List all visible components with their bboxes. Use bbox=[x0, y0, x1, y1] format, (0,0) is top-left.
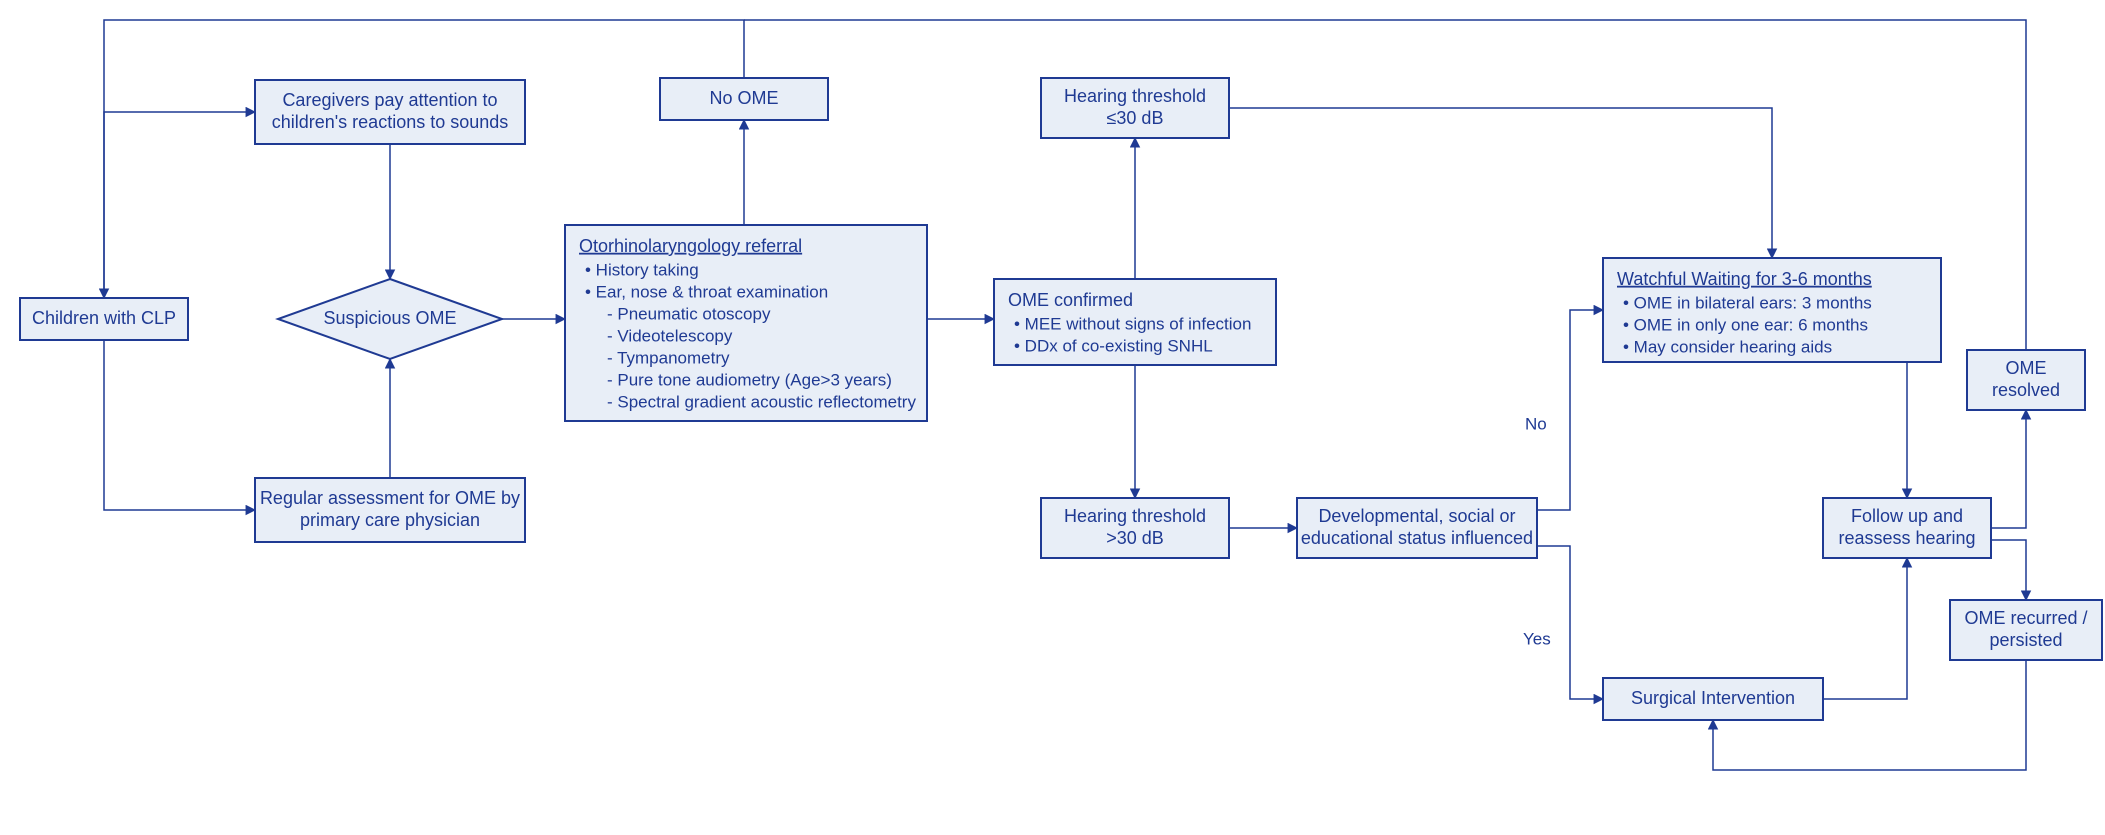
node-regular-line-0: Regular assessment for OME by bbox=[260, 488, 520, 508]
node-confirmed-bullet-0: • MEE without signs of infection bbox=[1014, 314, 1251, 333]
node-ht30low: Hearing threshold≤30 dB bbox=[1041, 78, 1229, 138]
node-ht30high: Hearing threshold>30 dB bbox=[1041, 498, 1229, 558]
node-ht30low-line-1: ≤30 dB bbox=[1107, 108, 1164, 128]
node-recurred-line-1: persisted bbox=[1989, 630, 2062, 650]
node-followup-line-0: Follow up and bbox=[1851, 506, 1963, 526]
node-followup-line-1: reassess hearing bbox=[1838, 528, 1975, 548]
node-confirmed-bullet-1: • DDx of co-existing SNHL bbox=[1014, 336, 1213, 355]
node-watchful-bullet-1: • OME in only one ear: 6 months bbox=[1623, 315, 1868, 334]
node-devstatus-line-1: educational status influenced bbox=[1301, 528, 1533, 548]
node-referral-subbullet-4: - Spectral gradient acoustic reflectomet… bbox=[607, 392, 916, 411]
node-referral-title: Otorhinolaryngology referral bbox=[579, 236, 802, 256]
nodes: Children with CLP Caregivers pay attentio… bbox=[20, 78, 2102, 720]
node-resolved-line-1: resolved bbox=[1992, 380, 2060, 400]
edge-dev-yes bbox=[1537, 546, 1603, 699]
node-regular: Regular assessment for OME byprimary car… bbox=[255, 478, 525, 542]
node-devstatus: Developmental, social oreducational stat… bbox=[1297, 498, 1537, 558]
edge-clp-bot bbox=[104, 340, 255, 510]
node-ht30high-line-1: >30 dB bbox=[1106, 528, 1164, 548]
node-clp: Children with CLP bbox=[20, 298, 188, 340]
node-surgical: Surgical Intervention bbox=[1603, 678, 1823, 720]
node-caregivers: Caregivers pay attention tochildren's re… bbox=[255, 80, 525, 144]
node-watchful-bullet-2: • May consider hearing aids bbox=[1623, 337, 1832, 356]
node-caregivers-line-0: Caregivers pay attention to bbox=[282, 90, 497, 110]
node-confirmed: OME confirmed • MEE without signs of infe… bbox=[994, 279, 1276, 365]
node-suspicious-label: Suspicious OME bbox=[323, 308, 456, 328]
node-referral-bullet-0: • History taking bbox=[585, 260, 699, 279]
node-recurred: OME recurred /persisted bbox=[1950, 600, 2102, 660]
node-regular-line-1: primary care physician bbox=[300, 510, 480, 530]
edge-clp-top bbox=[104, 112, 255, 298]
node-watchful-bullet-0: • OME in bilateral ears: 3 months bbox=[1623, 293, 1872, 312]
node-referral: Otorhinolaryngology referral • History ta… bbox=[565, 225, 927, 421]
edge-follow-resolved bbox=[1991, 410, 2026, 528]
node-caregivers-line-1: children's reactions to sounds bbox=[272, 112, 509, 132]
node-resolved-line-0: OME bbox=[2005, 358, 2046, 378]
node-referral-bullet-1: • Ear, nose & throat examination bbox=[585, 282, 828, 301]
edge-label-dev-no: No bbox=[1525, 414, 1547, 433]
node-suspicious: Suspicious OME bbox=[278, 279, 502, 359]
edge-surg-follow bbox=[1823, 558, 1907, 699]
node-clp-line-0: Children with CLP bbox=[32, 308, 176, 328]
node-surgical-line-0: Surgical Intervention bbox=[1631, 688, 1795, 708]
node-recurred-line-0: OME recurred / bbox=[1964, 608, 2087, 628]
edge-ht30low-watch bbox=[1229, 108, 1772, 258]
node-referral-subbullet-0: - Pneumatic otoscopy bbox=[607, 304, 771, 323]
node-noome: No OME bbox=[660, 78, 828, 120]
node-noome-line-0: No OME bbox=[709, 88, 778, 108]
edge-follow-recurred bbox=[1991, 540, 2026, 600]
node-watchful: Watchful Waiting for 3-6 months • OME in … bbox=[1603, 258, 1941, 362]
node-resolved: OMEresolved bbox=[1967, 350, 2085, 410]
edge-label-dev-yes: Yes bbox=[1523, 629, 1551, 648]
node-ht30low-line-0: Hearing threshold bbox=[1064, 86, 1206, 106]
node-referral-subbullet-1: - Videotelescopy bbox=[607, 326, 733, 345]
node-confirmed-plain: OME confirmed bbox=[1008, 290, 1133, 310]
node-referral-subbullet-3: - Pure tone audiometry (Age>3 years) bbox=[607, 370, 892, 389]
node-referral-subbullet-2: - Tympanometry bbox=[607, 348, 730, 367]
edge-dev-no bbox=[1537, 310, 1603, 510]
node-watchful-title: Watchful Waiting for 3-6 months bbox=[1617, 269, 1872, 289]
node-devstatus-line-0: Developmental, social or bbox=[1318, 506, 1515, 526]
node-followup: Follow up andreassess hearing bbox=[1823, 498, 1991, 558]
node-ht30high-line-0: Hearing threshold bbox=[1064, 506, 1206, 526]
